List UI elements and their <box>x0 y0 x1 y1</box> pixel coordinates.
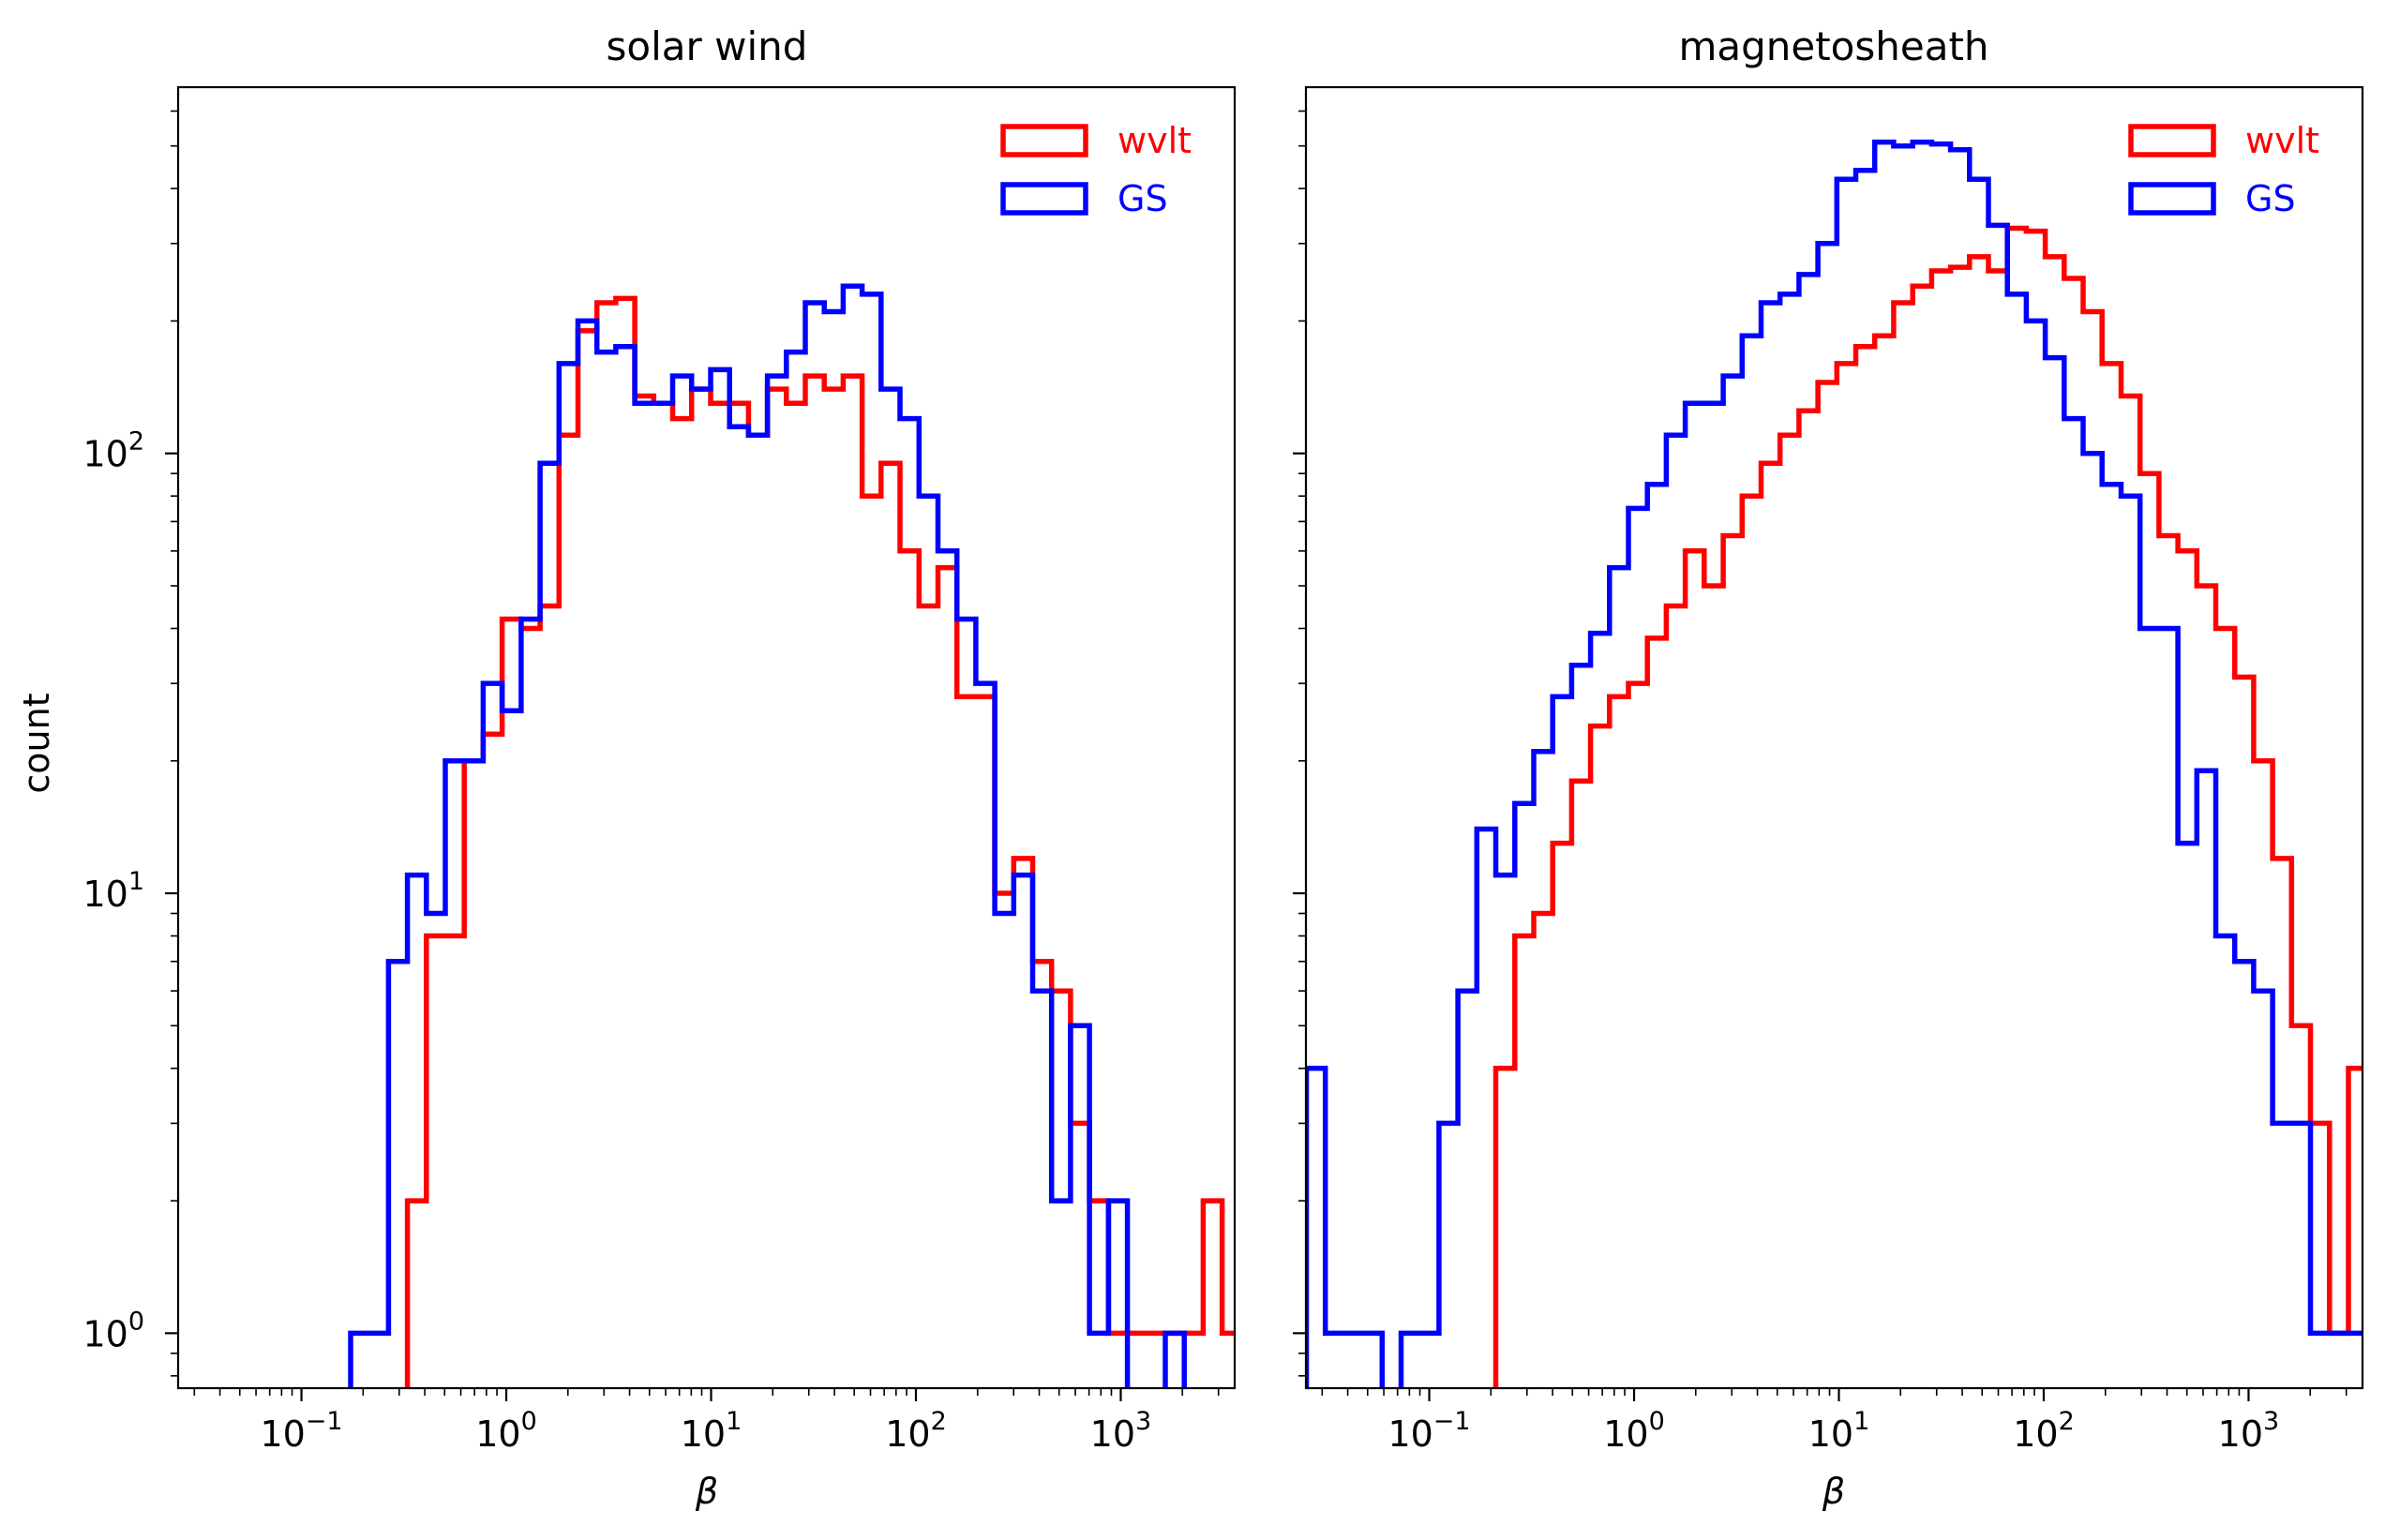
series-gs-step <box>348 283 1187 1388</box>
x-tick-label: 101 <box>681 1407 742 1455</box>
y-tick-label: 100 <box>82 1307 144 1354</box>
x-tick-label: 10−1 <box>260 1407 342 1455</box>
axes-frame <box>176 85 1237 1390</box>
legend-label-wvlt: wvlt <box>2245 120 2319 161</box>
x-tick-label: 100 <box>475 1407 537 1455</box>
legend: wvlt GS <box>1000 120 1192 219</box>
series-gs-step <box>1306 139 2362 1388</box>
legend-swatch-gs <box>2128 182 2216 216</box>
x-tick-label: 103 <box>1090 1407 1152 1455</box>
legend-label-wvlt: wvlt <box>1118 120 1192 161</box>
legend: wvlt GS <box>2128 120 2319 219</box>
series-layer <box>1306 139 2362 1388</box>
x-tick-label: 101 <box>1808 1407 1870 1455</box>
x-tick-label: 100 <box>1603 1407 1665 1455</box>
series-layer <box>348 283 1235 1388</box>
axes-layer: 10−1 100 101 102 103 100 101 102 <box>82 85 1237 1455</box>
legend-label-gs: GS <box>2245 178 2296 219</box>
x-tick-label: 10−1 <box>1388 1407 1470 1455</box>
legend-swatch-wvlt <box>1000 124 1088 157</box>
series-wvlt-step <box>404 295 1235 1388</box>
panel-solar-wind: solar wind β count 10−1 100 101 102 10310010… <box>16 23 1237 1512</box>
legend-swatch-gs <box>1000 182 1088 216</box>
y-tick-label: 102 <box>82 427 144 475</box>
x-axis-label: β <box>1822 1471 1845 1512</box>
x-tick-label: 102 <box>885 1407 947 1455</box>
legend-label-gs: GS <box>1118 178 1168 219</box>
legend-swatch-wvlt <box>2128 124 2216 157</box>
y-axis-label: count <box>16 693 57 793</box>
axes-frame <box>1304 85 2364 1390</box>
x-tick-label: 103 <box>2218 1407 2280 1455</box>
panel-title: magnetosheath <box>1678 23 1988 69</box>
x-tick-label: 102 <box>2013 1407 2075 1455</box>
series-wvlt-step <box>1492 225 2362 1388</box>
y-tick-label: 101 <box>82 867 144 915</box>
panel-title: solar wind <box>607 23 808 69</box>
x-axis-label: β <box>695 1471 718 1512</box>
panel-magnetosheath: magnetosheath β 10−1 100 101 102 103 wvlt GS <box>1293 23 2364 1512</box>
